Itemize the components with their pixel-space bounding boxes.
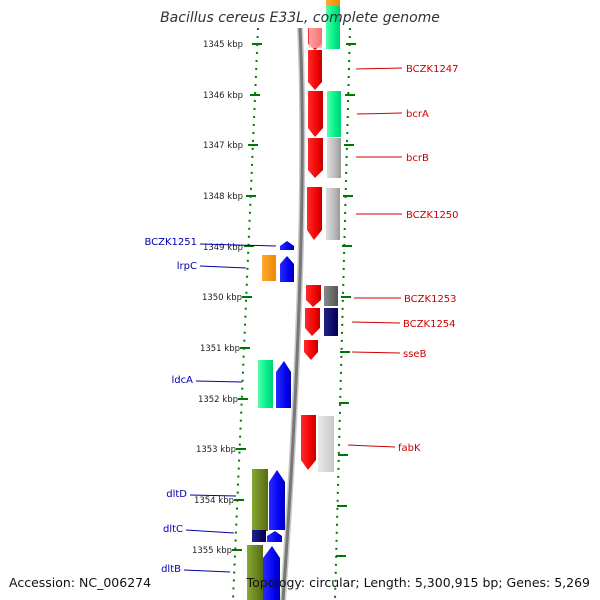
scale-label: 1354 kbp [194,496,234,506]
forward-gene-arrow [301,415,316,470]
scale-label: 1355 kbp [192,546,232,556]
gene-leader-line [355,67,403,70]
reverse-gene-arrow [263,546,280,600]
scale-label: 1351 kbp [200,344,240,354]
accession-text: Accession: NC_006274 [9,575,152,590]
map-title: Bacillus cereus E33L, complete genome [160,10,440,26]
gene-function-box [327,138,341,178]
forward-gene-label: BCZK1253 [404,294,457,305]
forward-gene-arrow [308,138,323,178]
gene-leader-line [199,243,277,247]
gene-leader-line [195,380,243,383]
topology-text: Topology: circular; Length: 5,300,915 bp… [246,575,590,590]
forward-gene-label: BCZK1250 [406,210,459,221]
genome-backbone-core [281,27,304,600]
gene-leader-line [356,112,403,115]
reverse-gene-arrow [269,470,285,530]
reverse-gene-arrow [276,361,291,408]
reverse-gene-label: dltC [163,524,183,535]
forward-gene-label: bcrA [406,109,429,120]
forward-gene-arrow [308,50,322,90]
scale-label: 1353 kbp [196,445,236,455]
scale-label: 1346 kbp [203,91,243,101]
reverse-gene-label: lrpC [177,261,197,272]
gene-function-box [324,286,338,306]
reverse-gene-label: BCZK1251 [144,237,197,248]
gene-function-box [252,469,268,531]
forward-gene-label: fabK [398,443,421,454]
scale-label: 1350 kbp [202,293,242,303]
reverse-gene-arrow [267,531,282,542]
reverse-gene-label: dltD [166,489,187,500]
scale-label: 1349 kbp [203,243,243,253]
reverse-gene-arrow [280,241,294,250]
scale-label: 1347 kbp [203,141,243,151]
gene-leader-line [185,529,235,534]
reverse-gene-arrow [280,256,294,282]
gene-leader-line [351,351,401,354]
forward-gene-arrow [305,308,320,336]
forward-gene-arrow [304,340,318,360]
gene-function-box [247,545,263,600]
gene-function-box [327,91,341,137]
gene-leader-line [189,494,237,497]
gene-function-box [258,360,273,408]
scale-label: 1352 kbp [198,395,238,405]
forward-gene-arrow [308,91,323,137]
forward-gene-arrow [307,187,322,240]
reverse-gene-label: ldcA [172,375,194,386]
gene-function-box [326,188,340,240]
gene-function-box [318,416,334,472]
forward-gene-arrow [306,285,321,307]
scale-ticks [232,43,356,557]
gene-function-box [326,6,340,49]
gene-leader-line [347,444,396,448]
gene-leader-line [351,321,401,324]
reverse-gene-label: dltB [161,564,181,575]
gene-leader-line [199,265,247,269]
gene-function-box [324,308,338,336]
gene-function-box [262,255,276,281]
forward-gene-label: sseB [403,349,427,360]
gene-function-box [309,28,322,48]
forward-gene-label: BCZK1247 [406,64,459,75]
scale-label: 1348 kbp [203,192,243,202]
gene-function-box [252,530,266,542]
forward-gene-label: BCZK1254 [403,319,456,330]
gene-function-box [326,0,340,6]
gene-leader-line [183,569,231,573]
forward-gene-label: bcrB [406,153,429,164]
scale-label: 1345 kbp [203,40,243,50]
